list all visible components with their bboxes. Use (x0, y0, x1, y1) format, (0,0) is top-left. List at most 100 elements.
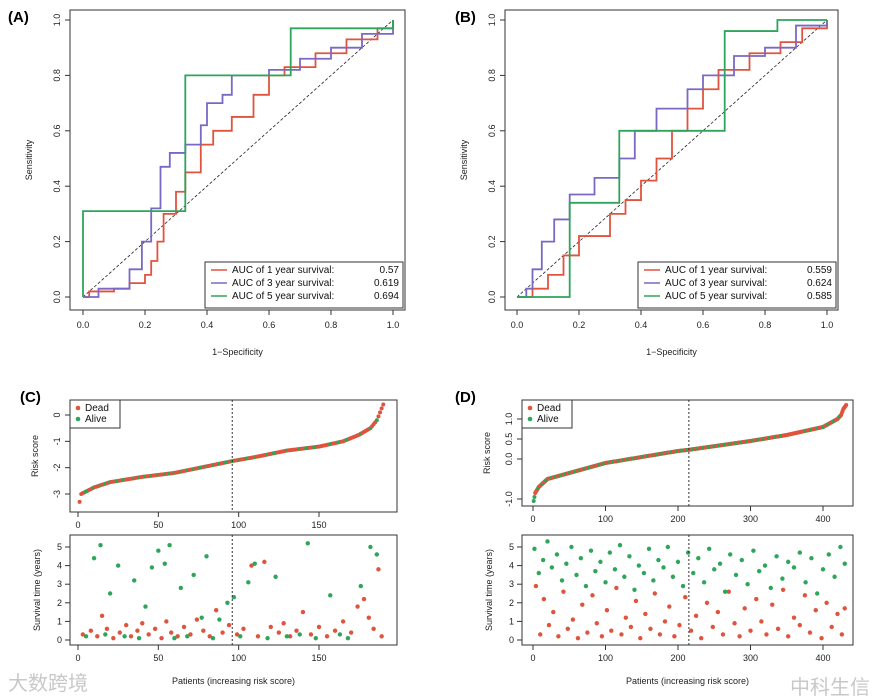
survival-point-alive (238, 634, 243, 639)
survival-point-dead (294, 628, 299, 633)
survival-point-dead (546, 622, 552, 628)
survival-point-dead (207, 634, 212, 639)
legend-marker-alive (75, 416, 81, 422)
survival-point-alive (820, 567, 826, 572)
survival-point-alive (83, 634, 89, 639)
survival-point-alive (632, 587, 637, 592)
survival-point-alive (651, 578, 656, 583)
x-axis-label: Patients (increasing risk score) (172, 676, 295, 686)
survival-point-alive (733, 572, 739, 578)
y-tick-label: 0.6 (487, 125, 497, 138)
survival-point-alive (210, 635, 216, 641)
x-tick-label: 1.0 (387, 320, 400, 330)
survival-point-alive (172, 635, 177, 641)
survival-point-dead (835, 611, 840, 617)
survival-point-dead (780, 587, 786, 592)
y-tick-label: -2 (52, 464, 62, 472)
x-tick-label: 0.8 (759, 320, 772, 330)
x-axis-label: 1−Specificity (646, 347, 697, 357)
survival-point-dead (590, 593, 595, 598)
survival-point-alive (559, 578, 565, 583)
survival-point-alive (554, 552, 560, 557)
x-tick-label: 0 (75, 653, 80, 663)
legend-auc-value: 0.619 (374, 278, 399, 289)
survival-point-alive (696, 555, 701, 561)
x-tick-label: 150 (311, 520, 326, 530)
legend-label: AUC of 5 year survival: (665, 291, 767, 302)
survival-point-dead (117, 630, 122, 635)
legend-box (637, 261, 837, 309)
survival-point-dead (533, 583, 539, 589)
survival-point-alive (578, 555, 584, 561)
x-axis-label: Patients (increasing risk score) (626, 676, 749, 686)
legend-box (204, 261, 404, 309)
plot-frame (69, 9, 406, 311)
survival-point-alive (284, 634, 290, 639)
survival-point-dead (619, 632, 624, 637)
y-tick-label: 1.0 (52, 14, 62, 27)
survival-point-alive (204, 554, 209, 559)
survival-plot-frame (69, 534, 398, 646)
x-tick-label: 150 (311, 653, 326, 663)
risk-point-alive (532, 495, 537, 499)
risk-point-alive (374, 418, 379, 423)
y-tick-label: 4 (509, 561, 514, 571)
legend-marker-dead (75, 405, 81, 411)
survival-point-dead (570, 617, 576, 622)
survival-point-dead (662, 619, 668, 624)
survival-point-dead (599, 634, 605, 639)
survival-point-alive (98, 542, 103, 548)
survival-point-dead (111, 635, 116, 641)
survival-point-dead (829, 624, 834, 630)
survival-point-dead (704, 600, 710, 605)
survival-point-alive (722, 589, 728, 594)
survival-point-dead (124, 622, 129, 628)
survival-point-dead (268, 624, 273, 630)
survival-point-dead (561, 589, 566, 594)
survival-point-alive (549, 565, 555, 570)
survival-point-alive (739, 557, 744, 563)
survival-point-alive (786, 559, 791, 565)
legend-label: Dead (85, 403, 109, 414)
y-tick-label: 0.8 (52, 69, 62, 82)
legend-label: AUC of 1 year survival: (232, 265, 334, 276)
survival-point-dead (316, 624, 322, 630)
survival-point-dead (720, 632, 726, 637)
survival-point-dead (748, 628, 753, 633)
survival-point-alive (368, 544, 373, 550)
survival-point-dead (580, 602, 585, 607)
survival-point-alive (564, 561, 569, 566)
survival-point-alive (149, 565, 155, 570)
survival-point-dead (241, 626, 246, 632)
survival-point-alive (617, 542, 623, 548)
survival-point-dead (541, 596, 547, 602)
x-tick-label: 0 (530, 514, 535, 524)
survival-point-dead (128, 634, 134, 639)
survival-point-dead (281, 621, 286, 626)
survival-point-dead (249, 563, 254, 568)
survival-point-dead (614, 585, 619, 591)
survival-point-alive (691, 570, 696, 576)
survival-point-dead (797, 622, 802, 628)
survival-point-dead (775, 626, 781, 632)
survival-point-dead (551, 609, 556, 615)
roc-curve-purple (517, 20, 828, 298)
survival-point-dead (234, 632, 240, 637)
survival-point-alive (178, 585, 184, 591)
survival-point-alive (305, 541, 310, 546)
survival-point-dead (146, 632, 151, 637)
survival-point-alive (217, 617, 222, 622)
legend-marker-dead (527, 405, 533, 411)
survival-point-alive (374, 552, 380, 557)
survival-point-alive (358, 583, 363, 589)
x-tick-label: 0.0 (77, 320, 90, 330)
risk-plot-frame (521, 399, 854, 507)
legend-auc-value: 0.694 (374, 291, 399, 302)
survival-point-dead (164, 619, 169, 624)
risk-point-dead (844, 403, 849, 407)
survival-point-dead (220, 630, 225, 635)
survival-point-alive (107, 591, 113, 596)
risk-point-dead (77, 499, 82, 504)
x-tick-label: 0.6 (263, 320, 276, 330)
x-tick-label: 50 (153, 520, 163, 530)
